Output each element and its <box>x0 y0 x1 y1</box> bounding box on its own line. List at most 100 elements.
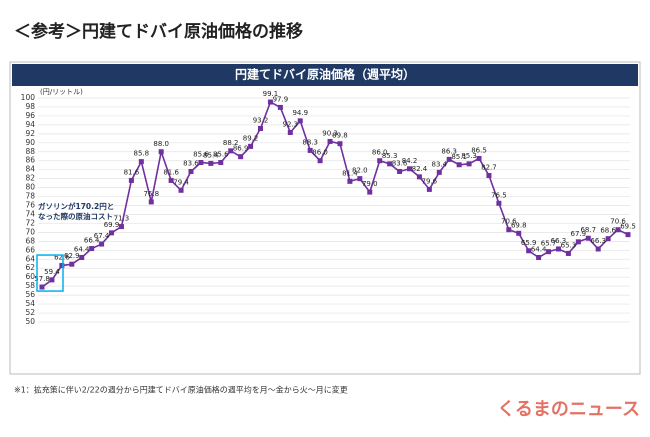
chart-header <box>12 64 638 86</box>
y-tick-label: 96 <box>25 111 35 120</box>
y-tick-label: 74 <box>25 209 35 218</box>
data-label: 94.9 <box>292 109 308 117</box>
y-tick-label: 58 <box>25 281 35 290</box>
data-label: 65.3 <box>561 241 577 249</box>
y-tick-label: 86 <box>25 156 35 165</box>
data-point <box>516 230 522 236</box>
data-label: 62.6 <box>54 254 70 262</box>
y-tick-label: 72 <box>25 218 35 227</box>
data-label: 64.4 <box>74 245 90 253</box>
y-tick-label: 52 <box>25 308 35 317</box>
data-point <box>188 168 194 174</box>
data-point <box>267 99 273 105</box>
y-axis-label: (円/リットル) <box>40 88 83 96</box>
data-point <box>476 155 482 161</box>
data-label: 81.6 <box>124 168 140 176</box>
data-label: 82.0 <box>352 167 368 175</box>
data-label: 83.6 <box>183 159 199 167</box>
data-point <box>546 249 552 255</box>
data-point <box>317 158 323 164</box>
data-label: 67.9 <box>571 230 587 238</box>
data-point <box>138 159 144 165</box>
data-point <box>79 254 85 260</box>
data-point <box>436 169 442 175</box>
data-point <box>228 148 234 154</box>
data-point <box>377 158 383 164</box>
annotation-box <box>36 254 64 292</box>
data-label: 67.4 <box>94 232 110 240</box>
data-point <box>536 254 542 260</box>
data-point <box>605 236 611 242</box>
data-point <box>406 166 412 172</box>
data-label: 66.3 <box>551 237 567 245</box>
data-point <box>466 161 472 167</box>
data-point <box>327 138 333 144</box>
y-tick-label: 94 <box>25 120 35 129</box>
y-tick-label: 56 <box>25 290 35 299</box>
data-label: 65.9 <box>521 239 537 247</box>
data-point <box>496 200 502 206</box>
data-point <box>397 168 403 174</box>
data-label: 88.2 <box>223 139 239 147</box>
data-label: 69.5 <box>620 223 636 231</box>
y-tick-label: 82 <box>25 174 35 183</box>
data-label: 65.7 <box>541 240 557 248</box>
data-label: 89.8 <box>332 132 348 140</box>
data-label: 85.8 <box>134 150 150 158</box>
data-label: 69.8 <box>511 221 527 229</box>
data-label: 97.9 <box>273 95 289 103</box>
data-point <box>585 235 591 241</box>
data-point <box>307 147 313 153</box>
data-label: 85.4 <box>203 151 219 159</box>
data-label: 79.0 <box>362 180 378 188</box>
data-label: 79.4 <box>173 178 189 186</box>
data-point <box>49 277 55 283</box>
data-label: 71.3 <box>114 215 130 223</box>
data-point <box>426 186 432 192</box>
data-label: 81.6 <box>163 168 179 176</box>
data-point <box>595 246 601 252</box>
y-tick-label: 84 <box>25 165 35 174</box>
data-label: 86.9 <box>233 145 249 153</box>
data-label: 83.6 <box>392 159 408 167</box>
y-tick-label: 68 <box>25 236 35 245</box>
data-point <box>297 118 303 124</box>
data-label: 70.6 <box>610 218 626 226</box>
data-label: 68.6 <box>600 227 616 235</box>
data-label: 92.3 <box>283 120 299 128</box>
data-point <box>198 160 204 166</box>
chart-title: 円建てドバイ原油価格（週平均） <box>235 67 415 82</box>
data-label: 89.2 <box>243 134 259 142</box>
y-tick-label: 90 <box>25 138 35 147</box>
data-point <box>178 187 184 193</box>
y-tick-label: 70 <box>25 227 35 236</box>
data-point <box>357 176 363 182</box>
y-tick-label: 66 <box>25 245 35 254</box>
data-label: 68.7 <box>580 226 596 234</box>
y-tick-label: 92 <box>25 129 35 138</box>
data-point <box>109 230 115 236</box>
data-label: 82.4 <box>412 165 428 173</box>
data-point <box>446 156 452 162</box>
y-tick-label: 62 <box>25 263 35 272</box>
footnote: ※1：拡充策に伴い2/22の週分から円建てドバイ原油価格の週平均を月～金から火～… <box>14 385 348 395</box>
data-point <box>615 227 621 233</box>
data-label: 64.4 <box>531 245 547 253</box>
data-point <box>208 160 214 166</box>
data-label: 70.6 <box>501 218 517 226</box>
data-label: 79.6 <box>422 177 438 185</box>
data-point <box>526 248 532 254</box>
data-label: 57.8 <box>34 275 50 283</box>
data-label: 90.3 <box>322 129 338 137</box>
data-point <box>218 160 224 166</box>
data-label: 85.3 <box>461 152 477 160</box>
data-label: 66.3 <box>590 237 606 245</box>
data-point <box>128 177 134 183</box>
data-point <box>347 178 353 184</box>
y-tick-label: 54 <box>25 299 35 308</box>
y-tick-label: 50 <box>25 317 35 326</box>
data-point <box>69 261 75 267</box>
data-point <box>258 125 264 131</box>
data-label: 82.7 <box>481 164 497 172</box>
